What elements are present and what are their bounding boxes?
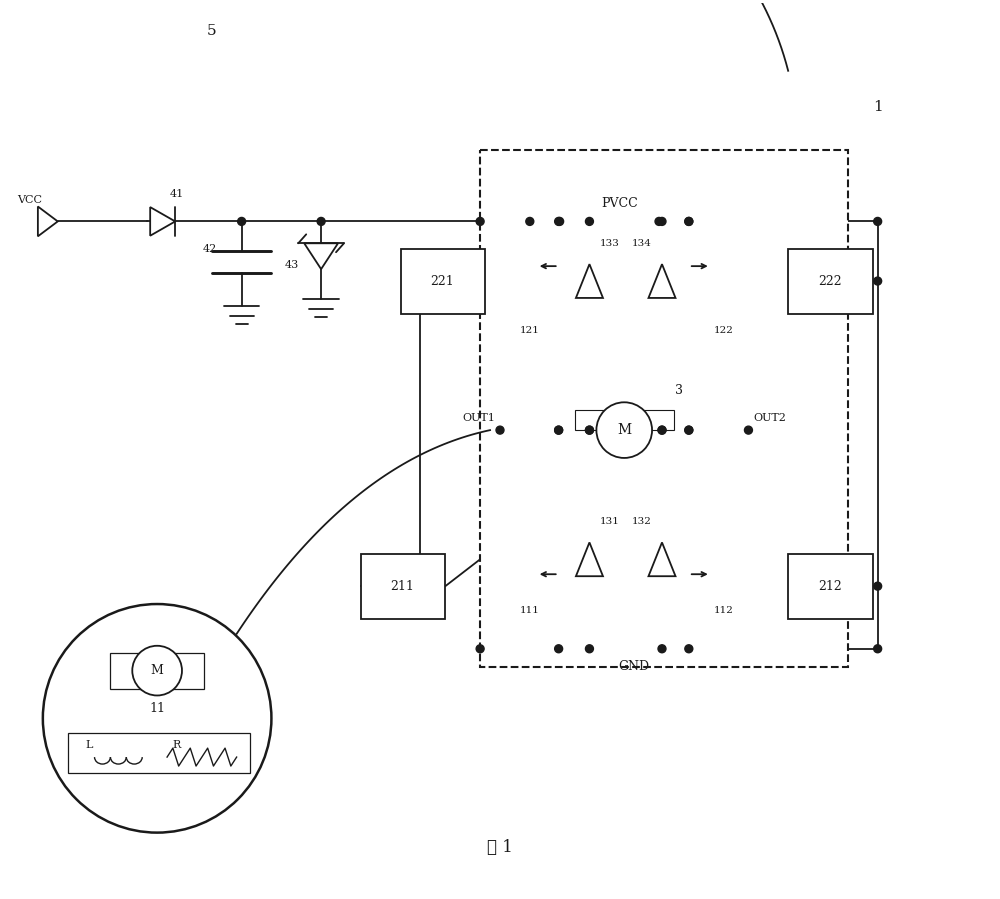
Circle shape bbox=[658, 645, 666, 653]
Circle shape bbox=[685, 645, 693, 653]
Circle shape bbox=[526, 218, 534, 226]
Circle shape bbox=[874, 583, 882, 590]
Text: 121: 121 bbox=[520, 326, 540, 335]
Text: 图 1: 图 1 bbox=[487, 839, 513, 856]
Polygon shape bbox=[648, 264, 676, 298]
Circle shape bbox=[874, 645, 882, 653]
Circle shape bbox=[476, 218, 484, 226]
Text: 111: 111 bbox=[520, 607, 540, 616]
Circle shape bbox=[585, 645, 593, 653]
Polygon shape bbox=[576, 542, 603, 576]
Text: VCC: VCC bbox=[17, 194, 42, 205]
Polygon shape bbox=[304, 244, 338, 269]
Circle shape bbox=[43, 604, 271, 832]
Polygon shape bbox=[576, 264, 603, 298]
Circle shape bbox=[658, 426, 666, 434]
Circle shape bbox=[555, 645, 563, 653]
Text: 1: 1 bbox=[873, 100, 883, 114]
Circle shape bbox=[874, 218, 882, 226]
Circle shape bbox=[496, 426, 504, 434]
Circle shape bbox=[555, 218, 563, 226]
Text: 131: 131 bbox=[599, 517, 619, 526]
Circle shape bbox=[585, 218, 593, 226]
Polygon shape bbox=[150, 207, 175, 236]
Circle shape bbox=[132, 645, 182, 696]
Circle shape bbox=[874, 277, 882, 285]
Text: 112: 112 bbox=[714, 607, 734, 616]
Text: R: R bbox=[173, 740, 181, 750]
Circle shape bbox=[238, 218, 246, 226]
Text: M: M bbox=[617, 423, 631, 437]
Circle shape bbox=[655, 218, 663, 226]
Text: 3: 3 bbox=[675, 384, 683, 396]
Circle shape bbox=[317, 218, 325, 226]
Circle shape bbox=[555, 426, 563, 434]
Bar bbox=[788, 555, 873, 619]
Text: 122: 122 bbox=[714, 326, 734, 335]
Circle shape bbox=[556, 218, 564, 226]
Text: PVCC: PVCC bbox=[601, 197, 638, 210]
Bar bbox=[361, 555, 445, 619]
Circle shape bbox=[685, 218, 693, 226]
Text: 42: 42 bbox=[203, 245, 217, 254]
Circle shape bbox=[658, 426, 666, 434]
Text: 41: 41 bbox=[170, 189, 184, 199]
Bar bbox=[401, 249, 485, 314]
Text: 5: 5 bbox=[207, 23, 217, 38]
Circle shape bbox=[596, 402, 652, 458]
Text: OUT1: OUT1 bbox=[462, 414, 495, 423]
Text: 11: 11 bbox=[149, 702, 165, 715]
Text: 212: 212 bbox=[818, 580, 842, 592]
Text: 221: 221 bbox=[430, 274, 454, 288]
Circle shape bbox=[658, 218, 666, 226]
Text: L: L bbox=[86, 740, 93, 750]
Text: 133: 133 bbox=[599, 239, 619, 248]
Circle shape bbox=[585, 426, 593, 434]
Polygon shape bbox=[38, 207, 58, 236]
Bar bbox=[575, 410, 674, 430]
Circle shape bbox=[685, 426, 693, 434]
Text: 134: 134 bbox=[632, 239, 652, 248]
Text: GND: GND bbox=[619, 660, 650, 673]
Bar bbox=[788, 249, 873, 314]
Circle shape bbox=[555, 426, 563, 434]
Circle shape bbox=[685, 218, 693, 226]
Text: 211: 211 bbox=[391, 580, 415, 592]
Polygon shape bbox=[648, 542, 676, 576]
Circle shape bbox=[744, 426, 752, 434]
Text: OUT2: OUT2 bbox=[753, 414, 786, 423]
Circle shape bbox=[685, 426, 693, 434]
Bar bbox=[68, 734, 250, 773]
Circle shape bbox=[585, 426, 593, 434]
Text: 222: 222 bbox=[818, 274, 842, 288]
Text: 43: 43 bbox=[285, 260, 299, 270]
Bar bbox=[480, 150, 848, 667]
Text: 132: 132 bbox=[632, 517, 652, 526]
Bar bbox=[110, 653, 204, 689]
Circle shape bbox=[476, 645, 484, 653]
Text: M: M bbox=[151, 664, 164, 677]
